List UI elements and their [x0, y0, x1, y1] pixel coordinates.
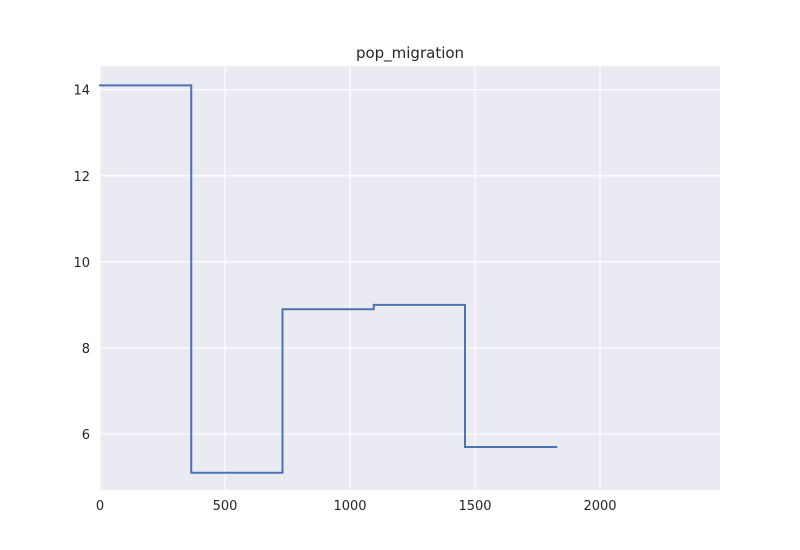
- x-tick-label: 1500: [458, 499, 491, 514]
- x-tick-label: 500: [213, 499, 238, 514]
- series-line: [99, 84, 558, 474]
- y-tick-label: 12: [73, 170, 90, 185]
- y-tick-label: 10: [73, 256, 90, 271]
- plot-area: [100, 66, 720, 490]
- grid: [99, 66, 720, 490]
- x-tick-label: 2000: [583, 499, 616, 514]
- y-tick-label: 8: [82, 342, 90, 357]
- series-layer: [99, 84, 558, 474]
- x-tick-label: 0: [96, 499, 104, 514]
- chart-title: pop_migration: [356, 44, 464, 63]
- y-tick-label: 6: [82, 428, 90, 443]
- tick-labels: 0 500 1000 1500 2000 6 8 10 12 14: [73, 84, 616, 514]
- y-tick-label: 14: [73, 84, 90, 99]
- x-tick-label: 1000: [333, 499, 366, 514]
